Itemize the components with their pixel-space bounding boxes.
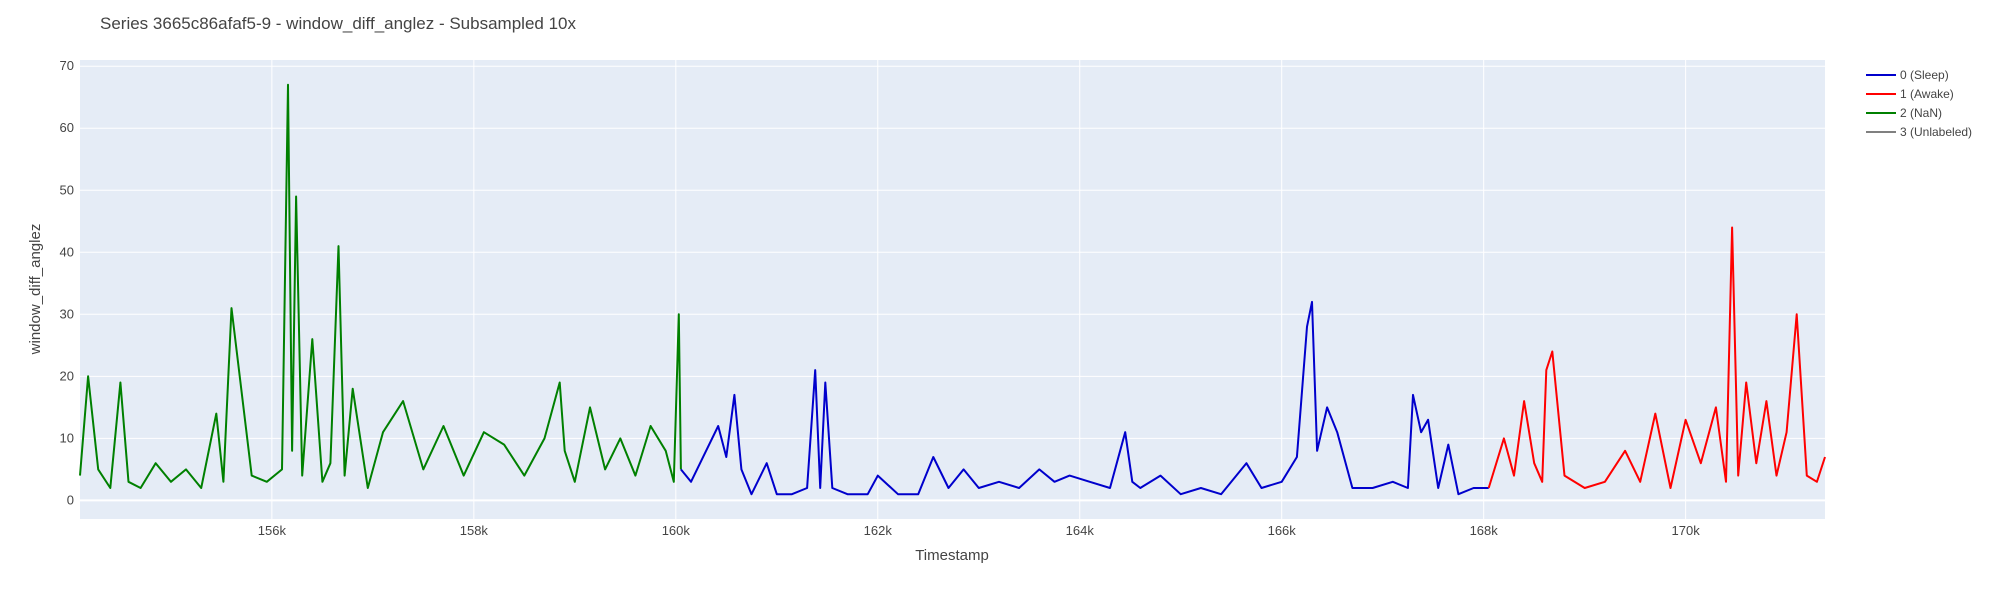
chart-title: Series 3665c86afaf5-9 - window_diff_angl… [100,14,576,33]
legend-label: 3 (Unlabeled) [1900,125,1972,139]
legend-label: 2 (NaN) [1900,106,1942,120]
series-lines [79,83,1826,496]
y-tick-label: 40 [60,244,74,259]
x-tick-label: 156k [258,523,287,538]
x-axis-ticks: 156k 158k 160k 162k 164k 166k 168k 170k [258,523,1700,538]
y-tick-label: 0 [67,492,74,507]
y-tick-label: 50 [60,182,74,197]
x-tick-label: 166k [1268,523,1297,538]
x-tick-label: 162k [864,523,893,538]
y-tick-label: 20 [60,368,74,383]
y-tick-label: 10 [60,430,74,445]
x-tick-label: 170k [1672,523,1701,538]
y-tick-label: 30 [60,306,74,321]
y-tick-label: 70 [60,58,74,73]
y-tick-label: 60 [60,120,74,135]
series-line-1 [1487,226,1826,489]
series-line-2 [79,83,682,489]
legend-label: 0 (Sleep) [1900,68,1949,82]
x-axis-title: Timestamp [915,547,989,564]
legend: 0 (Sleep) 1 (Awake) 2 (NaN) 3 (Unlabeled) [1866,68,1972,139]
x-tick-label: 160k [662,523,691,538]
x-tick-label: 168k [1470,523,1499,538]
legend-label: 1 (Awake) [1900,87,1954,101]
y-axis-ticks: 0 10 20 30 40 50 60 70 [60,58,74,507]
x-tick-label: 164k [1066,523,1095,538]
grid [80,60,1825,519]
plot-background [80,60,1825,519]
series-line-0 [680,300,1489,496]
y-axis-title: window_diff_anglez [27,224,44,356]
x-tick-label: 158k [460,523,489,538]
